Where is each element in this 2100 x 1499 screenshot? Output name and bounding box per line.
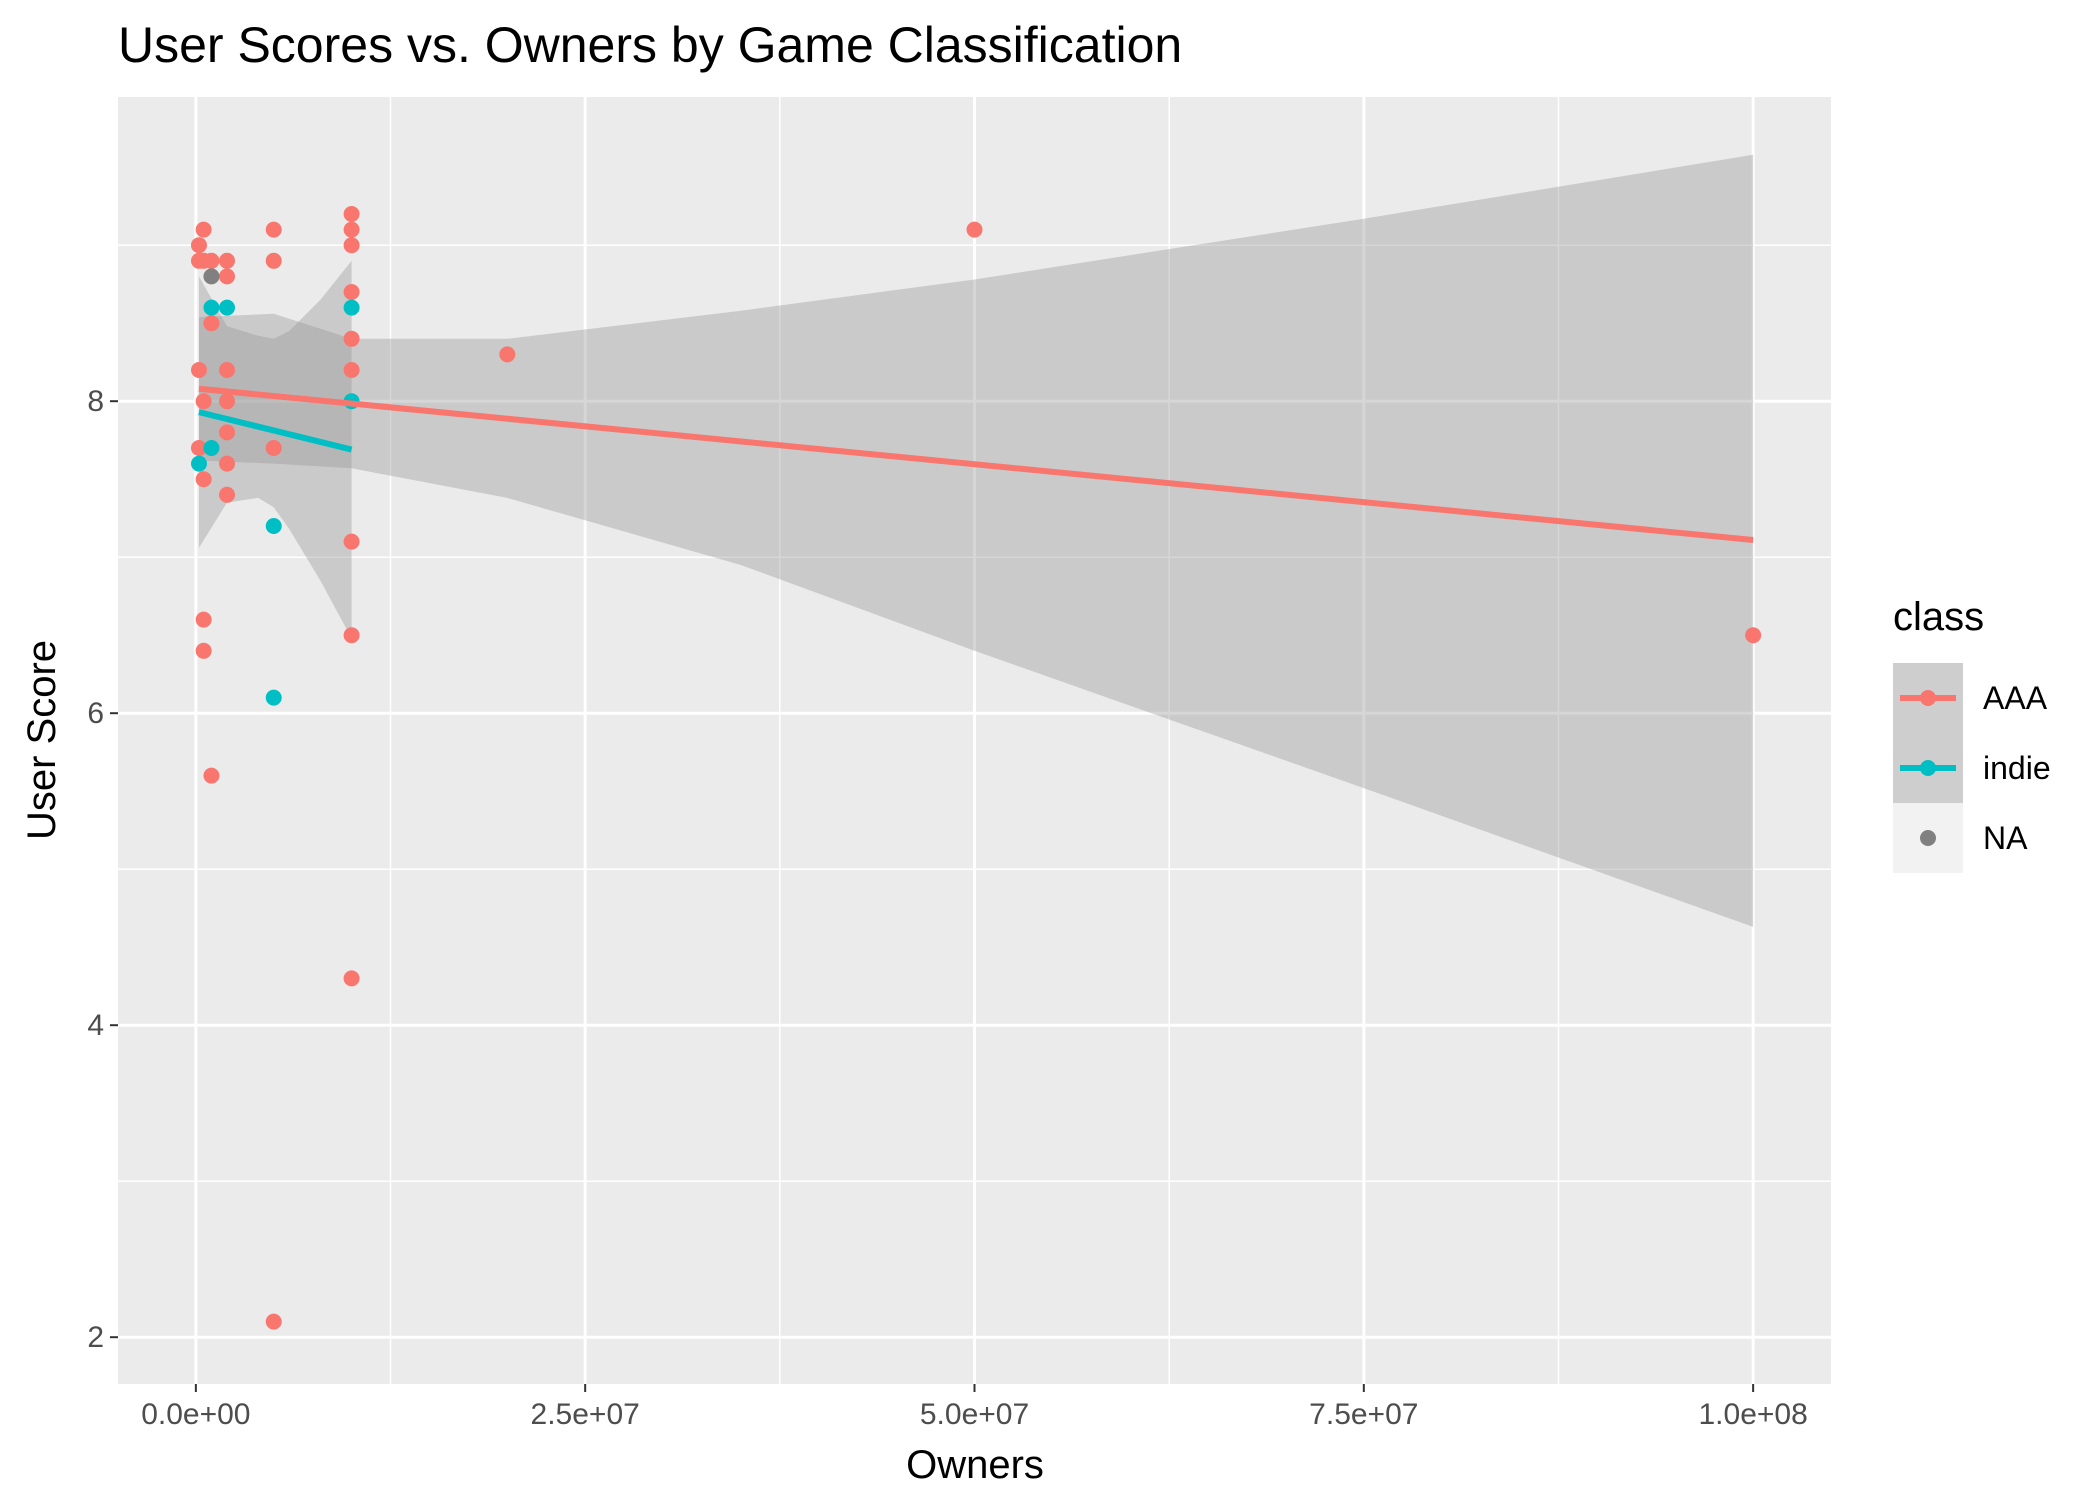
legend: class AAA indie NA: [1893, 595, 2051, 873]
point-aaa: [195, 221, 212, 238]
point-aaa: [343, 206, 360, 222]
legend-key-point: [1920, 760, 1936, 776]
x-axis: 0.0e+00 2.5e+07 5.0e+07 7.5e+07 1.0e+08: [141, 1384, 1808, 1431]
point-aaa: [219, 486, 236, 503]
x-tick-label: 1.0e+08: [1698, 1398, 1807, 1431]
point-aaa: [343, 237, 360, 254]
point-indie: [265, 689, 282, 706]
point-aaa: [195, 611, 212, 628]
point-aaa: [203, 252, 220, 269]
y-tick-label: 6: [87, 697, 104, 730]
point-aaa: [343, 970, 360, 987]
point-aaa: [343, 221, 360, 238]
point-aaa: [195, 471, 212, 488]
y-axis: 2 4 6 8: [87, 385, 118, 1354]
point-aaa: [195, 393, 212, 410]
x-tick-label: 7.5e+07: [1309, 1398, 1418, 1431]
point-aaa: [499, 346, 516, 363]
y-tick-label: 4: [87, 1009, 104, 1042]
point-aaa: [219, 393, 236, 410]
point-aaa: [190, 440, 207, 456]
point-aaa: [265, 252, 282, 269]
point-aaa: [203, 767, 220, 784]
point-aaa: [265, 1313, 282, 1330]
fit-line-indie: [198, 409, 353, 453]
fit-lines: [198, 385, 1754, 544]
point-aaa: [265, 440, 282, 456]
legend-label-na: NA: [1983, 820, 2028, 856]
point-indie: [190, 455, 207, 472]
y-axis-title: User Score: [20, 640, 64, 840]
point-aaa: [195, 642, 212, 659]
point-aaa: [1745, 627, 1762, 644]
point-aaa: [343, 284, 360, 300]
x-tick-label: 0.0e+00: [141, 1398, 250, 1431]
fit-line-aaa: [198, 385, 1754, 544]
y-tick-label: 2: [87, 1321, 104, 1354]
x-tick-label: 5.0e+07: [920, 1398, 1029, 1431]
point-indie: [343, 299, 360, 316]
grid-major-lines: [118, 97, 1831, 1384]
point-indie: [203, 299, 220, 316]
point-aaa: [219, 424, 236, 441]
point-aaa: [219, 252, 236, 269]
y-tick-label: 8: [87, 385, 104, 418]
point-indie: [265, 518, 282, 534]
point-aaa: [343, 627, 360, 644]
point-indie: [203, 440, 220, 456]
point-indie: [219, 299, 236, 316]
point-aaa: [190, 362, 207, 378]
x-axis-title: Owners: [906, 1443, 1044, 1487]
point-na: [203, 268, 220, 285]
legend-key-point: [1920, 690, 1936, 706]
data-points: [190, 206, 1762, 1330]
point-aaa: [203, 315, 220, 332]
x-tick-label: 2.5e+07: [531, 1398, 640, 1431]
point-aaa: [343, 362, 360, 378]
point-aaa: [343, 533, 360, 550]
point-aaa: [219, 362, 236, 378]
point-aaa: [343, 330, 360, 347]
chart-title: User Scores vs. Owners by Game Classific…: [118, 17, 1182, 73]
point-aaa: [219, 268, 236, 285]
legend-label-indie: indie: [1983, 750, 2051, 786]
legend-key-point: [1920, 830, 1936, 846]
legend-label-aaa: AAA: [1983, 680, 2048, 716]
point-aaa: [219, 455, 236, 472]
point-aaa: [190, 237, 207, 254]
point-aaa: [265, 221, 282, 238]
legend-title: class: [1893, 595, 1984, 639]
confidence-band-aaa: [199, 154, 1754, 927]
point-aaa: [966, 221, 983, 238]
